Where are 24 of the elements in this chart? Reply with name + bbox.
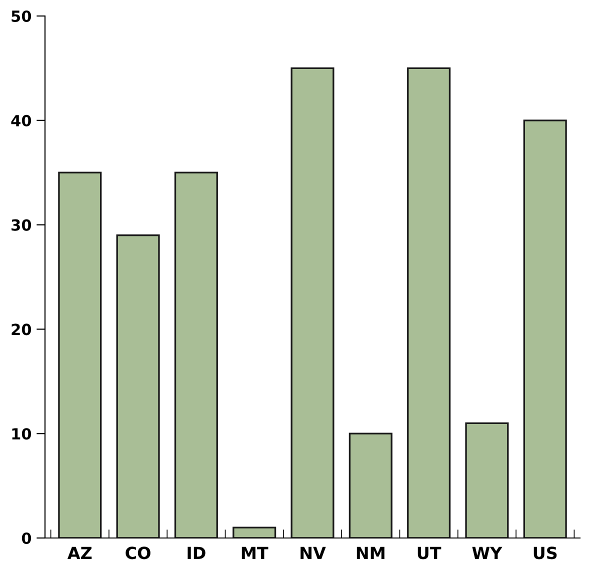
bar <box>58 172 102 538</box>
bar <box>465 422 509 538</box>
x-tick-label: CO <box>126 546 150 560</box>
x-tick-label: NV <box>300 546 326 559</box>
bar <box>232 526 276 538</box>
x-tick-label: NM <box>356 546 384 559</box>
x-tick-label: MT <box>242 546 268 559</box>
bar <box>407 67 451 538</box>
bar <box>174 172 218 538</box>
bar <box>290 67 334 538</box>
x-tick-label: AZ <box>67 546 92 559</box>
x-tick-label: US <box>534 546 557 560</box>
bar <box>116 234 160 538</box>
y-tick-label: 0 <box>22 532 32 544</box>
x-tick-label: UT <box>418 546 442 560</box>
x-tick-label: ID <box>188 546 206 559</box>
y-tick-label: 30 <box>12 219 32 231</box>
y-tick-label: 20 <box>12 324 32 336</box>
y-tick-label: 40 <box>11 114 32 126</box>
x-tick-label: WY <box>472 546 502 559</box>
bar <box>523 120 567 538</box>
y-tick-label: 50 <box>12 10 32 22</box>
y-tick-label: 10 <box>12 428 32 440</box>
bar <box>348 432 392 538</box>
